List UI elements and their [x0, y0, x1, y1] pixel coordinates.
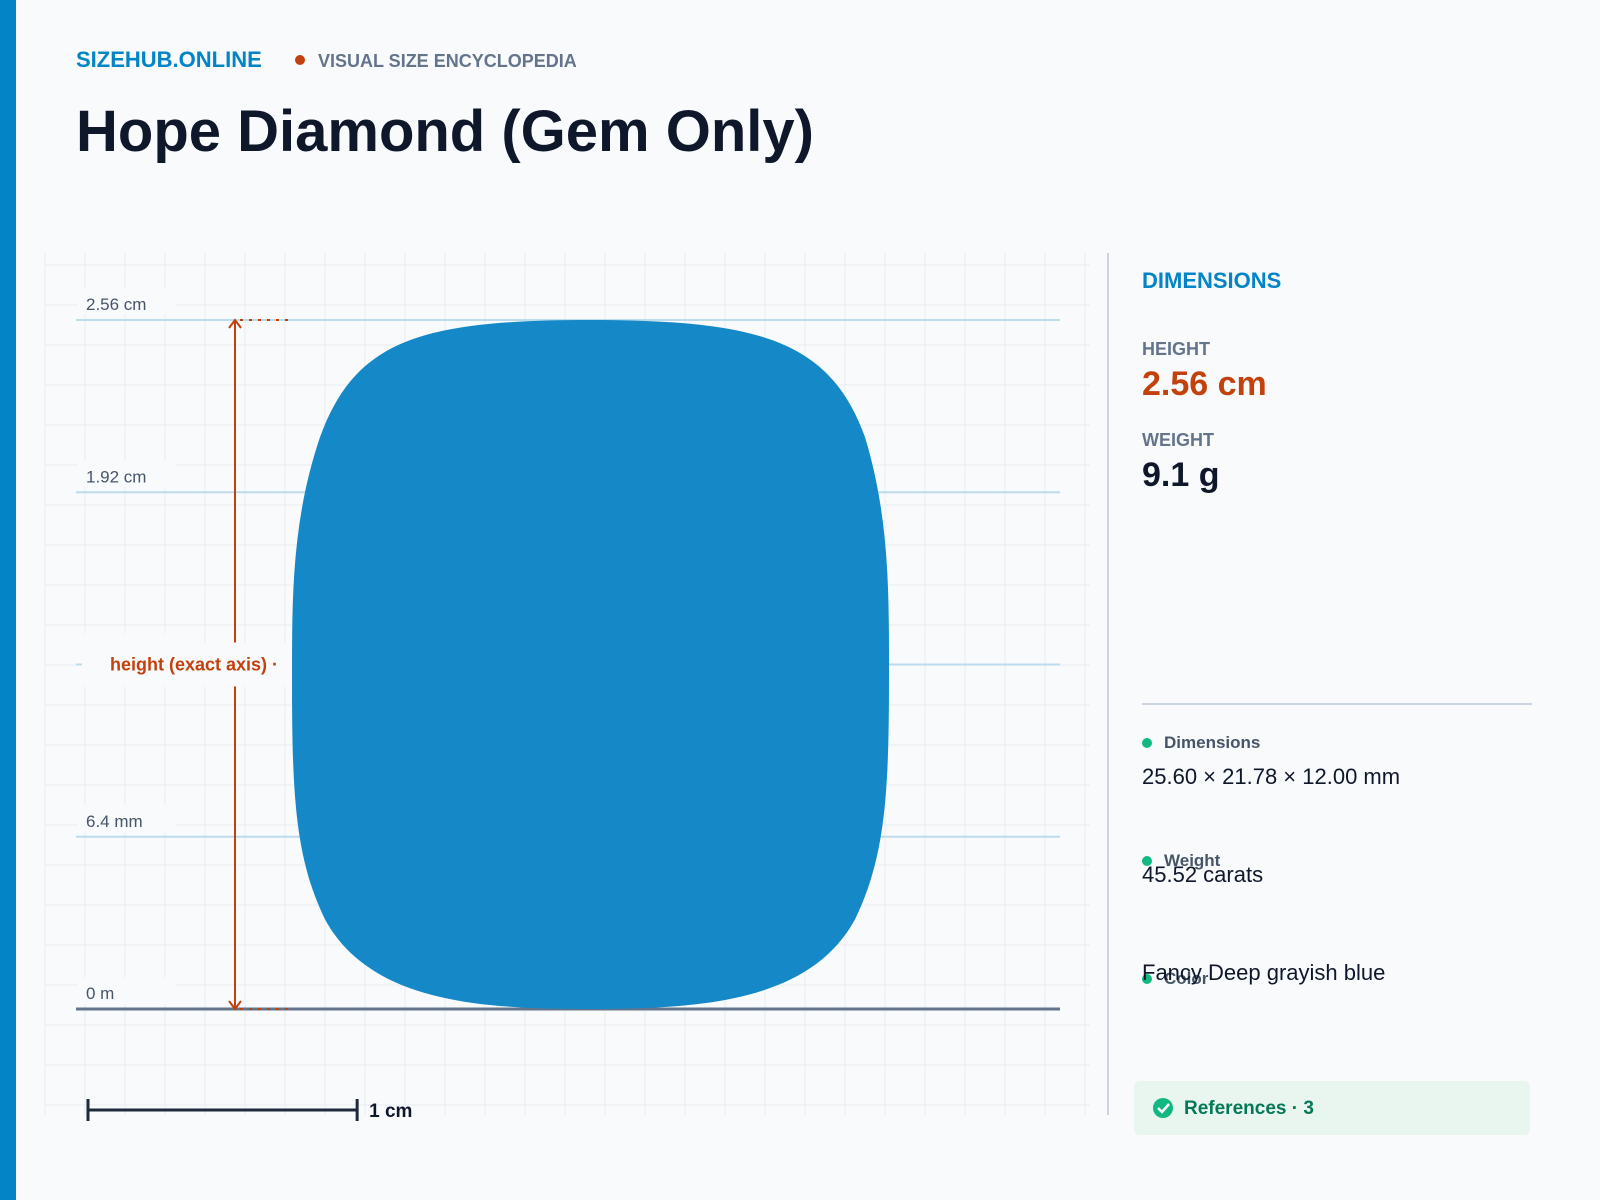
tick-bg — [78, 978, 176, 1004]
stat-label: WEIGHT — [1142, 430, 1214, 450]
separator-dot — [295, 55, 305, 65]
check-icon — [1153, 1098, 1173, 1118]
stat-value: 2.56 cm — [1142, 365, 1267, 403]
page-title: Hope Diamond (Gem Only) — [76, 99, 814, 164]
tick-label: 6.4 mm — [86, 812, 143, 831]
sidebar-heading: DIMENSIONS — [1142, 268, 1282, 293]
fact-label: Weight — [1142, 851, 1554, 871]
scale-label: 1 cm — [369, 1101, 412, 1122]
annotation: height (exact axis) · — [110, 655, 278, 675]
rule — [1142, 703, 1532, 705]
tick-bg — [78, 289, 176, 315]
fact-value: 45.52 carats — [1142, 862, 1264, 887]
divider — [1107, 253, 1109, 1115]
gem-shape — [292, 320, 890, 1009]
references-label: References · 3 — [1184, 1098, 1314, 1119]
accent-strip — [0, 0, 16, 1200]
fact-label: Color — [1142, 969, 1554, 989]
tick-label: 2.56 cm — [86, 295, 146, 314]
fact-value: 25.60 × 21.78 × 12.00 mm — [1142, 764, 1401, 789]
arrow-head — [228, 318, 242, 1011]
tick-label: 1.92 cm — [86, 467, 146, 486]
stat-label: HEIGHT — [1142, 339, 1211, 359]
tick-bg — [78, 461, 176, 488]
annotation-bg — [82, 642, 292, 687]
fact-value: Fancy Deep grayish blue — [1142, 960, 1386, 985]
references[interactable]: References · 3 — [1134, 1081, 1530, 1135]
tick-label: 0 m — [86, 984, 114, 1003]
fact-label: Dimensions — [1142, 733, 1554, 753]
tick-bg — [78, 805, 176, 832]
site-name[interactable]: SIZEHUB.ONLINE — [76, 47, 262, 72]
stat-value: 9.1 g — [1142, 456, 1220, 494]
tagline: VISUAL SIZE ENCYCLOPEDIA — [318, 51, 577, 71]
